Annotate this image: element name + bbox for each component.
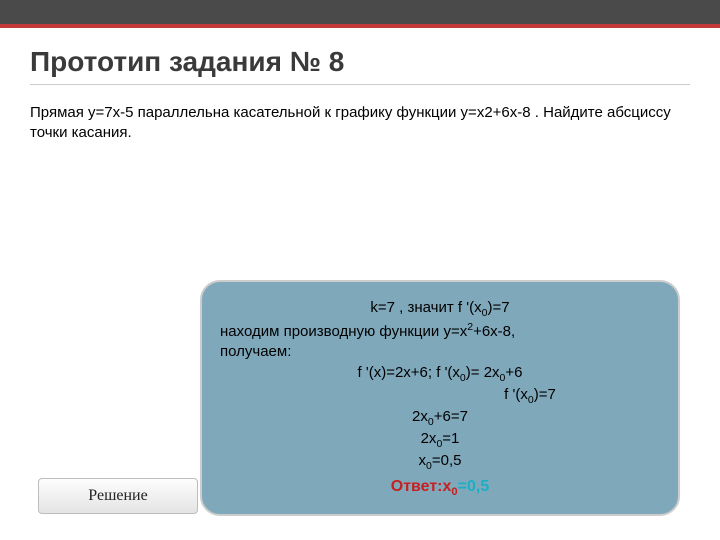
solution-line-8: x0=0,5	[220, 451, 660, 473]
solution-line-7: 2x0=1	[220, 429, 660, 451]
sol-l6b: +6=7	[434, 408, 468, 425]
content-area: Прототип задания № 8 Прямая y=7x-5 парал…	[0, 28, 720, 144]
solution-line-1: k=7 , значит f '(x0)=7	[220, 298, 660, 320]
sol-l8a: x	[419, 452, 427, 469]
solution-bubble: k=7 , значит f '(x0)=7 находим производн…	[200, 280, 680, 516]
sol-l7b: =1	[442, 430, 459, 447]
sol-l1a: k=7 , значит f '(x	[370, 299, 481, 316]
answer-label: Ответ:x	[391, 478, 452, 495]
solution-button[interactable]: Решение	[38, 478, 198, 514]
solution-line-5: f '(x0)=7	[220, 385, 660, 407]
header-bar	[0, 0, 720, 28]
solution-line-3: получаем:	[220, 342, 660, 362]
sol-l4b: )= 2x	[466, 364, 500, 381]
sol-l8b: =0,5	[432, 452, 462, 469]
sol-l6a: 2x	[412, 408, 428, 425]
page-title: Прототип задания № 8	[30, 46, 690, 85]
sol-l1b: )=7	[487, 299, 509, 316]
sol-l2a: находим производную функции y=x	[220, 323, 467, 340]
sol-l5b: )=7	[534, 386, 556, 403]
sol-l2b: +6x-8,	[473, 323, 515, 340]
solution-line-2: находим производную функции y=x2+6x-8,	[220, 320, 660, 342]
sol-l4a: f '(x)=2x+6; f '(x	[358, 364, 460, 381]
solution-line-4: f '(x)=2x+6; f '(x0)= 2x0+6	[220, 363, 660, 385]
sol-l5a: f '(x	[504, 386, 528, 403]
solution-line-6: 2x0+6=7	[220, 407, 660, 429]
sol-l7a: 2x	[421, 430, 437, 447]
answer-line: Ответ:x0=0,5	[220, 476, 660, 500]
sol-l4c: +6	[505, 364, 522, 381]
problem-text: Прямая y=7x-5 параллельна касательной к …	[30, 103, 690, 144]
answer-eq: =0,5	[458, 478, 490, 495]
